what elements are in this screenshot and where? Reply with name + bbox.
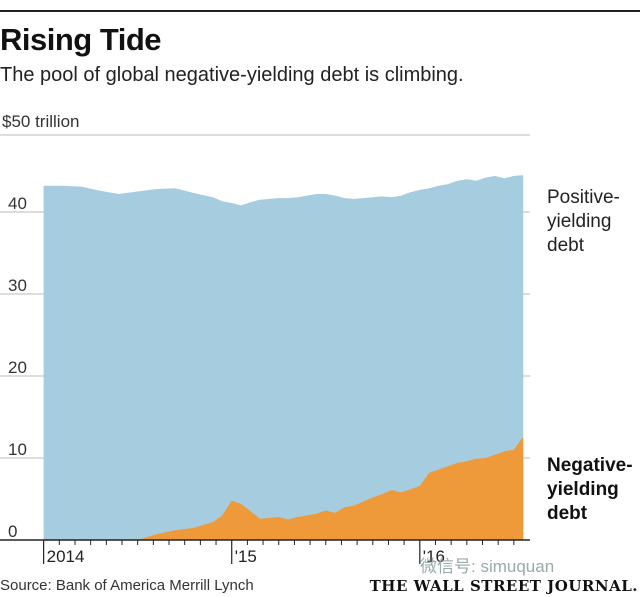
negative-label-line-1: Negative- bbox=[547, 455, 633, 476]
y-tick-label-0: 0 bbox=[8, 522, 17, 541]
x-tick-label-15: '15 bbox=[235, 547, 257, 566]
negative-label-line-3: debt bbox=[547, 503, 588, 524]
x-axis-ticks: 2014 '15 '16 bbox=[43, 540, 515, 566]
y-tick-label-40: 40 bbox=[8, 194, 27, 213]
negative-label-line-2: yielding bbox=[547, 479, 619, 500]
watermark: 微信号: simuquan bbox=[420, 557, 555, 576]
x-tick-label-2014: 2014 bbox=[47, 547, 85, 566]
negative-yielding-area bbox=[43, 436, 524, 540]
positive-label-line-3: debt bbox=[547, 235, 584, 256]
source-note: Source: Bank of America Merrill Lynch bbox=[0, 577, 254, 594]
positive-yielding-area bbox=[43, 175, 524, 540]
area-chart: 0 10 20 30 40 2014 '15 '16 bbox=[0, 134, 530, 566]
publisher-logo: THE WALL STREET JOURNAL. bbox=[369, 577, 638, 595]
negative-series-label: Negative- yielding debt bbox=[547, 454, 633, 526]
x-tick-label-16: '16 bbox=[423, 547, 445, 566]
y-tick-label-20: 20 bbox=[8, 358, 27, 377]
positive-label-line-2: yielding bbox=[547, 211, 612, 232]
y-tick-label-10: 10 bbox=[8, 440, 27, 459]
y-axis-ticks: 0 10 20 30 40 bbox=[8, 194, 27, 541]
chart-subtitle: The pool of global negative-yielding deb… bbox=[0, 64, 464, 86]
chart-title: Rising Tide bbox=[0, 22, 162, 57]
positive-series-label: Positive- yielding debt bbox=[547, 186, 620, 258]
y-tick-label-30: 30 bbox=[8, 276, 27, 295]
y-unit-label: $50 trillion bbox=[2, 112, 80, 131]
top-rule bbox=[0, 10, 640, 12]
positive-label-line-1: Positive- bbox=[547, 187, 620, 208]
